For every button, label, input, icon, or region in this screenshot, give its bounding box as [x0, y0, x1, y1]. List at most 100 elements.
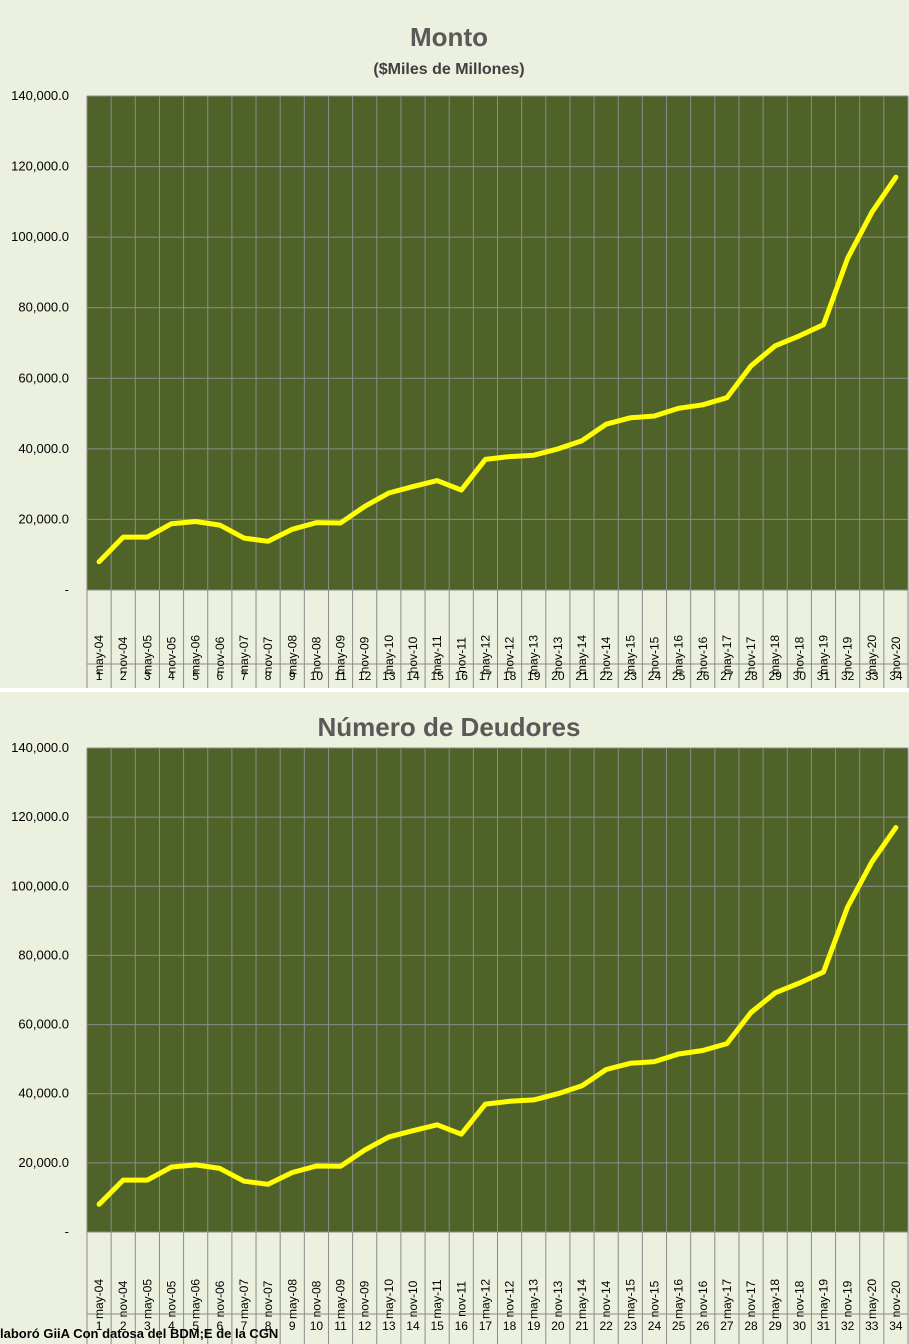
x-tick-label: may-15 — [623, 635, 637, 675]
x-index-label: 27 — [720, 1319, 734, 1333]
x-tick-label: nov-09 — [358, 636, 372, 673]
x-index-label: 10 — [310, 669, 324, 683]
x-tick-label: nov-08 — [309, 636, 323, 673]
source-footer: laboró GiiA Con datosa del BDM;E de la C… — [0, 1326, 279, 1341]
x-tick-label: may-15 — [623, 1279, 637, 1319]
x-tick-label: nov-14 — [599, 1280, 613, 1317]
x-tick-label: may-04 — [92, 1279, 106, 1319]
x-tick-label: nov-19 — [841, 636, 855, 673]
x-index-label: 18 — [503, 669, 517, 683]
x-index-label: 19 — [527, 669, 541, 683]
chart-panel-deudores: Número de Deudores - 20,000.0 40,000.0 60,00… — [0, 692, 909, 1344]
x-tick-label: nov-08 — [309, 1280, 323, 1317]
x-tick-label: may-08 — [285, 635, 299, 675]
x-tick-label: may-12 — [478, 635, 492, 675]
y-tick-label: 100,000.0 — [11, 229, 69, 244]
x-tick-label: may-04 — [92, 635, 106, 675]
x-tick-label: may-08 — [285, 1279, 299, 1319]
x-tick-label: may-06 — [189, 635, 203, 675]
y-tick-label: 140,000.0 — [11, 740, 69, 755]
x-index-label: 17 — [479, 1319, 493, 1333]
deudores-chart: Número de Deudores - 20,000.0 40,000.0 60,00… — [11, 712, 909, 1344]
x-tick-label: nov-19 — [841, 1280, 855, 1317]
x-index-label: 26 — [696, 669, 710, 683]
x-tick-label: nov-20 — [889, 1280, 903, 1317]
x-index-label: 7 — [241, 1319, 248, 1333]
x-index-label: 16 — [455, 669, 469, 683]
x-index-label: 6 — [216, 1319, 223, 1333]
x-tick-label: may-20 — [865, 635, 879, 675]
x-index-label: 23 — [624, 1319, 638, 1333]
x-tick-label: may-17 — [720, 1279, 734, 1319]
x-index-label: 26 — [696, 1319, 710, 1333]
x-index-label: 13 — [382, 669, 396, 683]
x-tick-label: may-09 — [334, 1279, 348, 1319]
y-tick-label: - — [65, 1224, 69, 1239]
x-index-label: 22 — [599, 1319, 613, 1333]
monto-chart: Monto ($Miles de Millones) - 20,000.0 40,000… — [11, 22, 909, 688]
series-line — [96, 174, 899, 565]
x-tick-label: may-14 — [575, 1279, 589, 1319]
x-index-label: 15 — [430, 669, 444, 683]
y-tick-label: 80,000.0 — [18, 300, 69, 315]
y-tick-label: 20,000.0 — [18, 511, 69, 526]
y-tick-label: 40,000.0 — [18, 441, 69, 456]
x-tick-label: nov-17 — [744, 1280, 758, 1317]
x-index-label: 2 — [120, 1319, 127, 1333]
x-tick-label: may-16 — [672, 635, 686, 675]
x-index-label: 16 — [455, 1319, 469, 1333]
x-index-label: 8 — [265, 669, 272, 683]
y-tick-label: 60,000.0 — [18, 370, 69, 385]
x-index-label: 9 — [289, 669, 296, 683]
x-tick-label: may-05 — [140, 1279, 154, 1319]
x-tick-label: nov-12 — [503, 636, 517, 673]
x-index-label: 12 — [358, 669, 372, 683]
x-tick-label: nov-11 — [454, 1281, 468, 1317]
x-index-label: 28 — [744, 669, 758, 683]
x-tick-label: nov-17 — [744, 636, 758, 673]
x-index-label: 17 — [479, 669, 493, 683]
x-tick-label: nov-05 — [165, 636, 179, 673]
x-tick-label: may-18 — [768, 635, 782, 675]
x-tick-label: nov-06 — [213, 1280, 227, 1317]
x-index-label: 9 — [289, 1319, 296, 1333]
y-tick-label: 80,000.0 — [18, 947, 69, 962]
chart-subtitle: ($Miles de Millones) — [373, 61, 524, 78]
x-tick-label: may-05 — [140, 635, 154, 675]
x-index-label: 1 — [96, 1319, 103, 1333]
x-tick-label: nov-07 — [261, 1280, 275, 1317]
chart-title: Número de Deudores — [318, 712, 581, 742]
x-index-label: 23 — [624, 669, 638, 683]
y-tick-label: 40,000.0 — [18, 1086, 69, 1101]
x-tick-label: nov-10 — [406, 636, 420, 673]
x-index-label: 31 — [817, 1319, 831, 1333]
x-index-label: 30 — [793, 1319, 807, 1333]
x-index-label: 11 — [334, 1319, 347, 1333]
x-index-label: 6 — [216, 669, 223, 683]
x-index-label: 15 — [430, 1319, 444, 1333]
x-tick-label: may-13 — [527, 1279, 541, 1319]
x-tick-label: nov-05 — [165, 1280, 179, 1317]
x-index-label: 28 — [744, 1319, 758, 1333]
x-index-label: 32 — [841, 1319, 855, 1333]
x-tick-label: may-10 — [382, 635, 396, 675]
chart-panel-monto: Monto ($Miles de Millones) - 20,000.0 40,000… — [0, 0, 909, 688]
x-tick-label: may-20 — [865, 1279, 879, 1319]
x-index-label: 25 — [672, 1319, 686, 1333]
x-index-label: 19 — [527, 1319, 541, 1333]
x-index-label: 32 — [841, 669, 855, 683]
chart-title: Monto — [410, 22, 488, 52]
y-tick-label: 120,000.0 — [11, 159, 69, 174]
x-index-label: 5 — [192, 1319, 199, 1333]
x-index-label: 18 — [503, 1319, 517, 1333]
x-index-label: 33 — [865, 669, 879, 683]
x-index-label: 34 — [889, 1319, 903, 1333]
x-tick-label: may-17 — [720, 635, 734, 675]
x-tick-label: may-06 — [189, 1279, 203, 1319]
x-index-label: 31 — [817, 669, 831, 683]
x-index-label: 1 — [96, 669, 103, 683]
y-tick-label: 140,000.0 — [11, 88, 69, 103]
x-index-label: 2 — [120, 669, 127, 683]
x-tick-label: nov-18 — [792, 636, 806, 673]
x-index-label: 25 — [672, 669, 686, 683]
